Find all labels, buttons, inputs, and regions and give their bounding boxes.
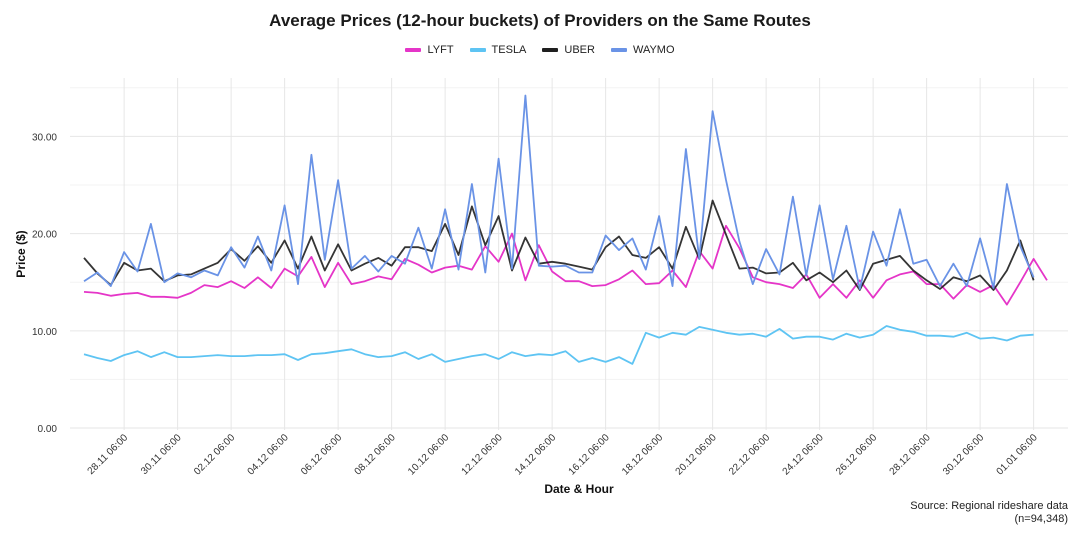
- x-tick-label: 24.12 06:00: [781, 432, 826, 477]
- legend-swatch: [542, 48, 559, 52]
- legend-label: TESLA: [491, 44, 527, 56]
- x-tick-label: 06.12 06:00: [299, 432, 344, 477]
- legend-item-uber: UBER: [542, 44, 595, 56]
- y-tick-label: 10.00: [32, 327, 57, 338]
- legend-swatch: [405, 48, 422, 52]
- series-layer: [83, 94, 1048, 365]
- series-line-waymo: [83, 94, 1035, 290]
- legend-label: UBER: [564, 44, 595, 56]
- x-tick-label: 30.12 06:00: [941, 432, 986, 477]
- caption-source: Source: Regional rideshare data: [910, 500, 1068, 512]
- x-axis-title: Date & Hour: [544, 482, 614, 496]
- axes: 0.00 10.00 20.00 30.00 28.11 06:00 30.11 06:0…: [14, 132, 1040, 496]
- legend-item-tesla: TESLA: [469, 44, 527, 56]
- gridlines: [70, 78, 1068, 430]
- x-tick-label: 30.11 06:00: [139, 432, 184, 477]
- x-tick-label: 12.12 06:00: [460, 432, 505, 477]
- y-tick-label: 30.00: [32, 132, 57, 143]
- x-tick-label: 16.12 06:00: [567, 432, 612, 477]
- x-tick-label: 28.12 06:00: [888, 432, 933, 477]
- series-line-uber: [83, 199, 1035, 291]
- y-tick-label: 0.00: [38, 424, 58, 435]
- x-tick-label: 14.12 06:00: [513, 432, 558, 477]
- y-axis-title: Price ($): [14, 230, 28, 277]
- legend-label: WAYMO: [632, 44, 675, 56]
- x-tick-label: 26.12 06:00: [834, 432, 879, 477]
- x-tick-label: 10.12 06:00: [406, 432, 451, 477]
- x-tick-label: 04.12 06:00: [246, 432, 291, 477]
- legend-item-lyft: LYFT: [405, 44, 454, 56]
- caption-count: (n=94,348): [1014, 513, 1068, 525]
- series-line-tesla: [83, 325, 1034, 365]
- legend: LYFT TESLA UBER WAYMO: [0, 44, 1080, 56]
- series-line-lyft: [83, 224, 1048, 306]
- y-tick-label: 20.00: [32, 230, 57, 241]
- x-tick-label: 18.12 06:00: [620, 432, 665, 477]
- legend-swatch: [469, 48, 486, 52]
- x-tick-label: 01.01 06:00: [995, 432, 1040, 477]
- x-tick-label: 08.12 06:00: [353, 432, 398, 477]
- legend-item-waymo: WAYMO: [610, 44, 675, 56]
- x-tick-label: 22.12 06:00: [727, 432, 772, 477]
- chart-title: Average Prices (12-hour buckets) of Prov…: [269, 11, 811, 30]
- x-tick-label: 20.12 06:00: [674, 432, 719, 477]
- legend-label: LYFT: [427, 44, 454, 56]
- caption: Source: Regional rideshare data (n=94,34…: [910, 500, 1068, 526]
- x-tick-label: 02.12 06:00: [192, 432, 237, 477]
- x-tick-label: 28.11 06:00: [86, 432, 131, 477]
- legend-swatch: [610, 48, 627, 52]
